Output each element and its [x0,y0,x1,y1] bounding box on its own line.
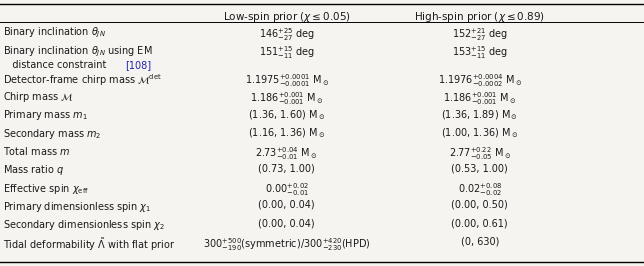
Text: (1.36, 1.89) M$_\odot$: (1.36, 1.89) M$_\odot$ [441,108,518,122]
Text: (0.53, 1.00): (0.53, 1.00) [451,163,508,173]
Text: $152^{+21}_{-27}$ deg: $152^{+21}_{-27}$ deg [452,26,507,43]
Text: (0.00, 0.50): (0.00, 0.50) [451,200,508,210]
Text: Secondary dimensionless spin $\chi_2$: Secondary dimensionless spin $\chi_2$ [3,218,165,232]
Text: $1.186^{+0.001}_{-0.001}$ M$_\odot$: $1.186^{+0.001}_{-0.001}$ M$_\odot$ [250,90,323,107]
Text: $300^{+500}_{-190}$(symmetric)/$300^{+420}_{-230}$(HPD): $300^{+500}_{-190}$(symmetric)/$300^{+42… [203,236,370,253]
Text: (0.00, 0.04): (0.00, 0.04) [258,218,315,228]
Text: Detector-frame chirp mass $\mathcal{M}^{\mathrm{det}}$: Detector-frame chirp mass $\mathcal{M}^{… [3,72,162,88]
Text: $2.77^{+0.22}_{-0.05}$ M$_\odot$: $2.77^{+0.22}_{-0.05}$ M$_\odot$ [449,145,511,162]
Text: Binary inclination $\theta_{JN}$: Binary inclination $\theta_{JN}$ [3,26,106,40]
Text: (1.00, 1.36) M$_\odot$: (1.00, 1.36) M$_\odot$ [441,127,518,140]
Text: $146^{+25}_{-27}$ deg: $146^{+25}_{-27}$ deg [259,26,314,43]
Text: Primary dimensionless spin $\chi_1$: Primary dimensionless spin $\chi_1$ [3,200,151,214]
Text: $1.1976^{+0.0004}_{-0.0002}$ M$_\odot$: $1.1976^{+0.0004}_{-0.0002}$ M$_\odot$ [438,72,522,89]
Text: Total mass $m$: Total mass $m$ [3,145,70,157]
Text: $2.73^{+0.04}_{-0.01}$ M$_\odot$: $2.73^{+0.04}_{-0.01}$ M$_\odot$ [256,145,317,162]
Text: (0, 630): (0, 630) [460,236,499,247]
Text: $153^{+15}_{-11}$ deg: $153^{+15}_{-11}$ deg [452,44,507,61]
Text: (0.00, 0.61): (0.00, 0.61) [451,218,508,228]
Text: $1.1975^{+0.0001}_{-0.0001}$ M$_\odot$: $1.1975^{+0.0001}_{-0.0001}$ M$_\odot$ [245,72,328,89]
Text: Primary mass $m_1$: Primary mass $m_1$ [3,108,88,122]
Text: (0.00, 0.04): (0.00, 0.04) [258,200,315,210]
Text: Secondary mass $m_2$: Secondary mass $m_2$ [3,127,102,141]
Text: $0.02^{+0.08}_{-0.02}$: $0.02^{+0.08}_{-0.02}$ [458,182,502,198]
Text: Chirp mass $\mathcal{M}$: Chirp mass $\mathcal{M}$ [3,90,74,104]
Text: Binary inclination $\theta_{JN}$ using EM: Binary inclination $\theta_{JN}$ using E… [3,44,153,59]
Text: (1.36, 1.60) M$_\odot$: (1.36, 1.60) M$_\odot$ [248,108,325,122]
Text: (1.16, 1.36) M$_\odot$: (1.16, 1.36) M$_\odot$ [248,127,325,140]
Text: Low-spin prior ($\chi \leq 0.05$): Low-spin prior ($\chi \leq 0.05$) [223,10,350,24]
Text: Tidal deformability $\tilde{\Lambda}$ with flat prior: Tidal deformability $\tilde{\Lambda}$ wi… [3,236,175,253]
Text: [108]: [108] [126,60,152,70]
Text: Mass ratio $q$: Mass ratio $q$ [3,163,64,177]
Text: $1.186^{+0.001}_{-0.001}$ M$_\odot$: $1.186^{+0.001}_{-0.001}$ M$_\odot$ [443,90,516,107]
Text: distance constraint: distance constraint [3,60,109,70]
Text: (0.73, 1.00): (0.73, 1.00) [258,163,315,173]
Text: $151^{+15}_{-11}$ deg: $151^{+15}_{-11}$ deg [259,44,314,61]
Text: High-spin prior ($\chi \leq 0.89$): High-spin prior ($\chi \leq 0.89$) [414,10,545,24]
Text: Effective spin $\chi_{\mathrm{eff}}$: Effective spin $\chi_{\mathrm{eff}}$ [3,182,89,196]
Text: $0.00^{+0.02}_{-0.01}$: $0.00^{+0.02}_{-0.01}$ [265,182,308,198]
